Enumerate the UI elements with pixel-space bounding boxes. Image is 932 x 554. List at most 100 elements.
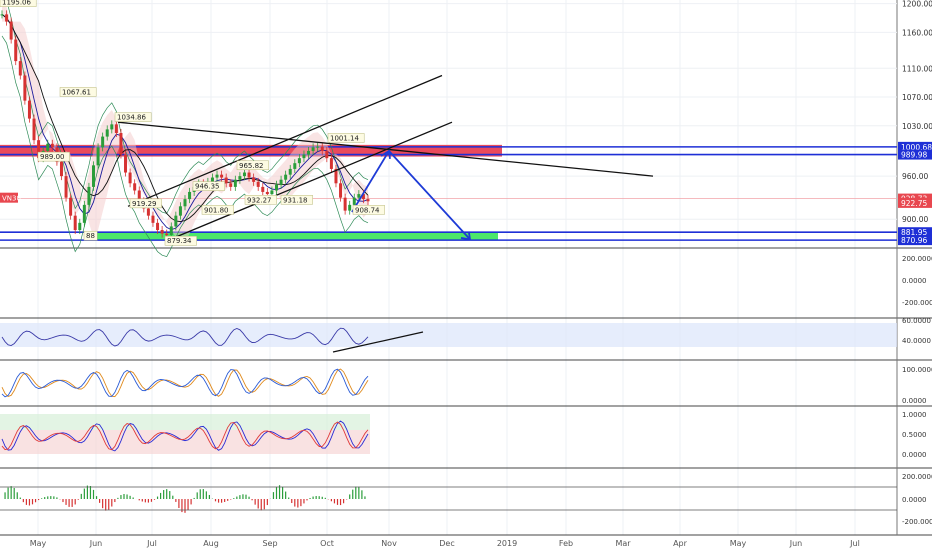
x-tick-label: Oct [320,539,334,548]
candle-body [252,177,256,182]
candle-body [9,21,13,40]
candle-body [137,190,141,202]
candle-body [114,124,118,133]
candle-body [124,154,128,173]
price-annotation: 879.34 [167,237,192,245]
x-tick-label: Jul [146,539,157,548]
x-tick-label: Jun [89,539,103,548]
price-annotation: 965.82 [239,162,264,170]
candle-body [14,39,18,62]
price-annotation: 1195.06 [2,0,31,7]
price-annotation-box [352,205,385,215]
channel-upper-line [127,74,443,207]
symbol-label: VN30 [2,195,21,203]
x-tick-label: Sep [262,539,277,548]
candle-body [78,222,82,231]
price-annotation-box [59,87,97,97]
y-tick-label: 1160.00 [902,28,932,37]
price-annotation-box [114,112,152,122]
x-tick-label: Nov [381,539,397,548]
osc-y-tick-label: 60.0000 [902,317,931,325]
price-axis-tag [898,235,932,246]
candle-body [270,190,274,195]
symbol-tag [0,192,18,203]
candle-body [92,165,95,187]
candle-body [0,14,4,16]
osc-y-tick-label: 100.0000 [902,366,932,374]
forecast-arrowhead [380,149,391,159]
price-annotation: 946.35 [195,183,220,191]
candle-body [311,147,315,151]
y-tick-label: 900.00 [902,215,928,224]
candle-body [5,14,9,22]
price-annotation: 932.27 [247,196,272,204]
candle-body [110,124,114,130]
x-tick-label: Aug [203,539,219,548]
osc-y-tick-label: -200.0000 [902,518,932,526]
candle-body [133,183,137,191]
price-annotation-box [83,230,98,241]
price-annotation: 901.80 [204,206,229,214]
candle-body [101,136,105,148]
candle-body [215,174,219,178]
price-annotation: 1067.61 [62,88,91,96]
price-axis-tag-label: 1000.68 [901,143,932,152]
x-tick-label: May [30,539,47,548]
candle-body [210,177,214,182]
candle-body [32,118,36,141]
price-annotation-box [37,151,70,162]
candle-body [146,208,150,216]
stoch-rsi-k-line [1,420,369,452]
candle-body [334,168,338,184]
candle-body [224,177,228,184]
candle-body [339,183,343,198]
candle-body [357,194,361,198]
price-annotation: 88 [86,232,95,240]
x-tick-label: Mar [615,539,631,548]
candle-body [23,75,27,101]
price-annotation: 931.18 [283,196,308,204]
osc-y-tick-label: 0.5000 [902,431,927,439]
y-tick-label: 1200.00 [902,0,932,9]
candle-body [329,158,333,169]
osc-y-tick-label: 0.0000 [902,397,927,405]
osc-y-tick-label: 200.0000 [902,473,932,481]
stoch-k-line [1,368,369,398]
band-line [6,0,369,214]
rsi-band [0,323,897,347]
candle-body [320,146,324,151]
price-annotation-box [129,198,162,209]
price-annotation-box [244,195,277,205]
candle-body [261,186,265,192]
price-axis-tag-label: 922.75 [901,199,927,208]
candle-body [325,150,329,159]
price-annotation: 919.29 [132,200,157,208]
price-annotation: 989.00 [40,153,65,161]
price-annotation-box [201,205,234,215]
candle-body [105,129,109,137]
candle-body [151,215,155,223]
candle-body [229,183,233,187]
stoch-rsi-d-line [1,421,369,451]
candle-body [361,194,365,200]
candle-body [348,204,352,211]
candle-body [87,186,91,205]
candle-body [64,176,68,198]
candle-body [165,233,169,236]
osc-y-tick-label: 200.0000 [902,255,932,263]
candle-body [160,230,164,234]
candle-body [256,181,260,187]
candle-body [352,197,356,205]
stoch-upper-band [0,414,370,430]
y-tick-label: 1070.00 [902,93,932,102]
candle-body [156,222,160,231]
candle-body [119,132,123,155]
price-annotation: 1001.14 [330,134,359,142]
candle-body [59,161,63,177]
osc-y-tick-label: 0.0000 [902,451,927,459]
candle-body [178,206,182,216]
x-tick-label: May [730,539,747,548]
candle-body [343,197,347,211]
candle-body [18,61,22,76]
